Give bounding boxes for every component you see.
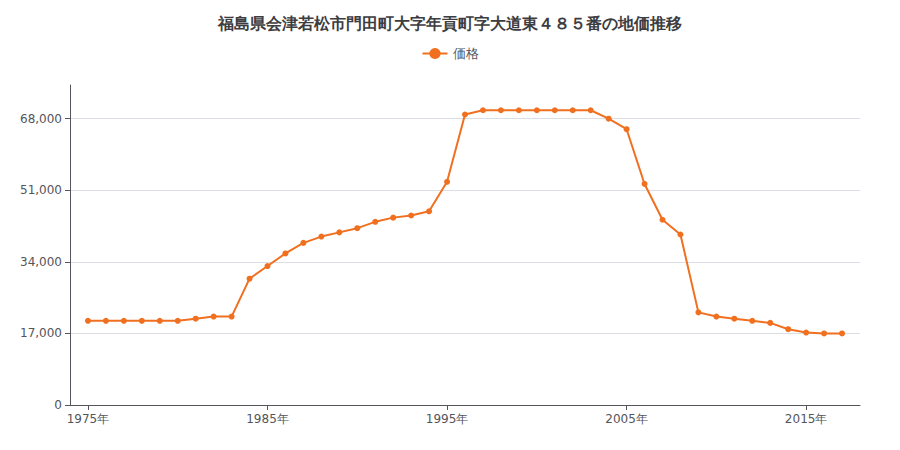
svg-text:68,000: 68,000: [20, 112, 62, 126]
svg-text:51,000: 51,000: [20, 183, 62, 197]
svg-text:価格: 価格: [453, 46, 479, 61]
svg-text:福島県会津若松市門田町大字年貢町字大道東４８５番の地価推移: 福島県会津若松市門田町大字年貢町字大道東４８５番の地価推移: [217, 14, 682, 33]
svg-text:1985年: 1985年: [246, 412, 289, 426]
svg-text:34,000: 34,000: [20, 255, 62, 269]
svg-text:2015年: 2015年: [785, 412, 828, 426]
svg-text:0: 0: [54, 398, 62, 412]
svg-text:2005年: 2005年: [605, 412, 648, 426]
svg-text:1975年: 1975年: [67, 412, 110, 426]
svg-text:1995年: 1995年: [426, 412, 469, 426]
svg-text:17,000: 17,000: [20, 326, 62, 340]
